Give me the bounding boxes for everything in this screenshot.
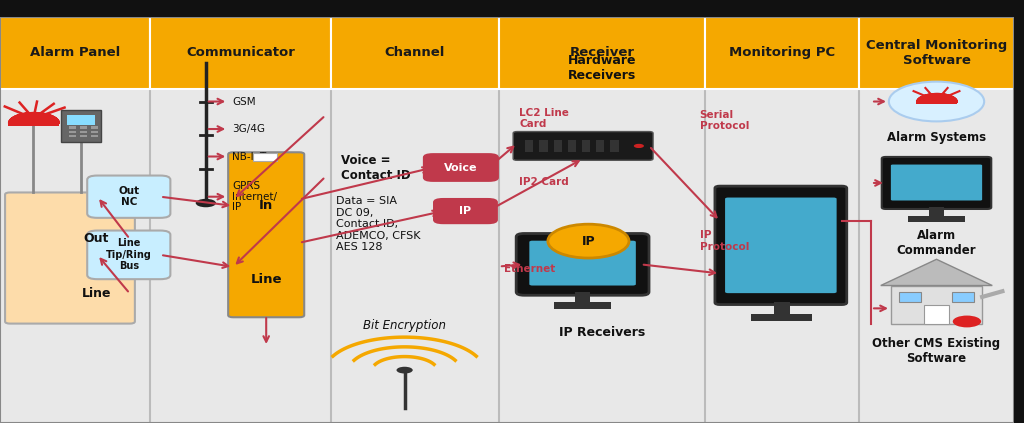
Text: Hardware
Receivers: Hardware Receivers	[567, 54, 636, 82]
Bar	[0, 17, 151, 89]
Text: Other CMS Existing
Software: Other CMS Existing Software	[872, 337, 1000, 365]
Bar	[575, 292, 590, 302]
Text: Voice: Voice	[444, 162, 477, 173]
Bar	[899, 292, 922, 302]
Text: Alarm Systems: Alarm Systems	[887, 131, 986, 144]
Circle shape	[889, 82, 984, 121]
FancyBboxPatch shape	[882, 157, 991, 209]
Bar	[91, 135, 98, 137]
Text: Serial
Protocol: Serial Protocol	[699, 110, 750, 132]
Bar	[91, 131, 98, 133]
Bar	[705, 17, 859, 89]
Bar	[582, 140, 590, 152]
Text: Alarm
Commander: Alarm Commander	[897, 229, 976, 257]
Text: IP: IP	[460, 206, 471, 216]
Text: Channel: Channel	[385, 47, 445, 59]
FancyBboxPatch shape	[5, 192, 135, 324]
Bar	[596, 140, 604, 152]
FancyBboxPatch shape	[228, 152, 304, 317]
Text: Voice =
Contact ID: Voice = Contact ID	[341, 154, 411, 181]
Bar	[540, 140, 548, 152]
Text: Line: Line	[251, 273, 282, 286]
Text: LC2 Line
Card: LC2 Line Card	[519, 107, 569, 129]
Bar	[253, 153, 278, 161]
Bar	[610, 140, 618, 152]
Text: GSM: GSM	[232, 96, 256, 107]
Bar	[499, 17, 705, 89]
Bar	[67, 115, 95, 125]
Text: NB-IoT: NB-IoT	[232, 151, 266, 162]
FancyBboxPatch shape	[423, 153, 499, 182]
Circle shape	[952, 316, 981, 327]
Polygon shape	[881, 259, 992, 286]
Bar	[8, 122, 58, 126]
Text: Ethernet: Ethernet	[504, 264, 555, 274]
Bar	[0, 0, 1014, 17]
FancyBboxPatch shape	[513, 132, 653, 160]
Bar	[80, 135, 87, 137]
FancyBboxPatch shape	[87, 231, 170, 279]
Bar	[60, 110, 101, 142]
Circle shape	[196, 199, 216, 207]
Text: Data = SIA
DC 09,
Contact ID,
ADEMCO, CFSK
AES 128: Data = SIA DC 09, Contact ID, ADEMCO, CF…	[336, 196, 420, 253]
Text: IP Receivers: IP Receivers	[559, 326, 645, 338]
FancyBboxPatch shape	[433, 198, 498, 224]
FancyBboxPatch shape	[725, 198, 837, 293]
Text: Line
Tip/Ring
Bus: Line Tip/Ring Bus	[105, 238, 152, 272]
FancyBboxPatch shape	[529, 241, 636, 286]
Bar	[554, 302, 611, 309]
Bar	[151, 17, 331, 89]
Bar	[752, 314, 812, 321]
Bar	[774, 302, 790, 315]
Text: IP2 Card: IP2 Card	[519, 177, 569, 187]
Text: GPRS
Internet/
IP: GPRS Internet/ IP	[232, 181, 278, 212]
Text: Monitoring PC: Monitoring PC	[729, 47, 835, 59]
Bar	[891, 286, 982, 324]
Text: Bit Encryption: Bit Encryption	[364, 319, 446, 332]
Bar	[69, 135, 76, 137]
Bar	[525, 140, 534, 152]
Text: Central Monitoring
Software: Central Monitoring Software	[866, 39, 1008, 67]
Circle shape	[396, 367, 413, 374]
FancyBboxPatch shape	[516, 233, 649, 295]
Bar	[331, 17, 499, 89]
Bar	[91, 126, 98, 129]
Bar	[908, 216, 965, 222]
Text: Communicator: Communicator	[186, 47, 295, 59]
FancyBboxPatch shape	[715, 186, 847, 305]
Bar	[80, 131, 87, 133]
Bar	[925, 305, 948, 324]
Circle shape	[634, 144, 644, 148]
FancyBboxPatch shape	[87, 176, 170, 218]
Text: In: In	[259, 199, 273, 212]
Bar	[568, 140, 577, 152]
Bar	[69, 131, 76, 133]
Bar	[80, 126, 87, 129]
Text: IP
Protocol: IP Protocol	[699, 230, 750, 252]
Text: Receiver: Receiver	[569, 47, 634, 59]
Bar	[859, 17, 1014, 89]
Bar	[930, 207, 943, 217]
Circle shape	[548, 224, 629, 258]
Text: Out: Out	[84, 233, 109, 245]
Text: Out
NC: Out NC	[118, 186, 139, 208]
Text: Alarm Panel: Alarm Panel	[30, 47, 120, 59]
Text: Line: Line	[82, 287, 111, 300]
Bar	[554, 140, 562, 152]
Bar	[916, 101, 956, 104]
Text: 3G/4G: 3G/4G	[232, 124, 265, 134]
Bar	[951, 292, 974, 302]
Text: IP: IP	[582, 235, 595, 247]
FancyBboxPatch shape	[891, 165, 982, 201]
Bar	[69, 126, 76, 129]
